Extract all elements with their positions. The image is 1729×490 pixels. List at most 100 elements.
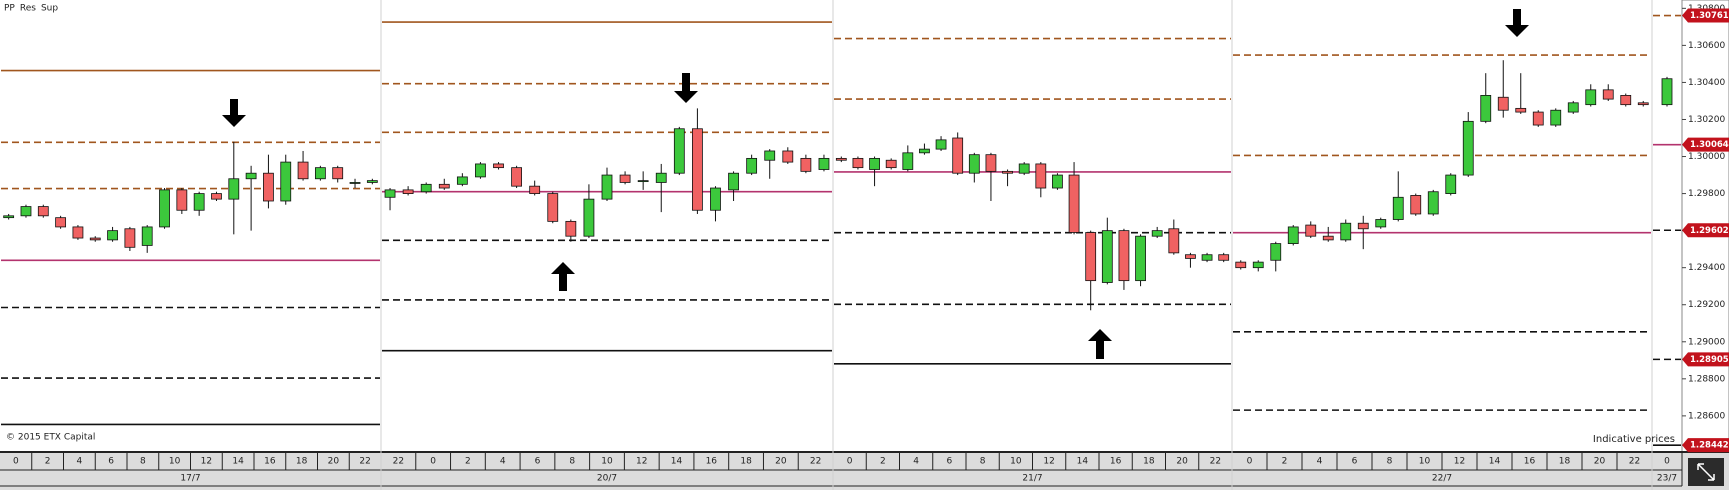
candle-body xyxy=(1497,96,1509,111)
price-badge-label: 1.29602 xyxy=(1690,226,1729,236)
hour-label: 2 xyxy=(45,457,51,467)
candle-body xyxy=(1052,174,1063,189)
hour-label: 6 xyxy=(535,457,541,467)
candle-body xyxy=(456,176,468,185)
hour-label: 14 xyxy=(232,457,244,467)
candle-body xyxy=(655,172,667,183)
candle-body xyxy=(107,230,118,241)
hour-label: 12 xyxy=(1454,457,1465,467)
date-label: 20/7 xyxy=(597,474,617,484)
hour-label: 6 xyxy=(1352,457,1358,467)
candle-body xyxy=(1550,109,1562,126)
hour-label: 8 xyxy=(980,457,986,467)
hour-label: 2 xyxy=(465,457,471,467)
candle-body xyxy=(728,172,739,191)
candle-body xyxy=(402,189,414,194)
up-arrow xyxy=(1088,329,1112,359)
hour-label: 6 xyxy=(108,457,114,467)
candle-body xyxy=(37,206,49,217)
candle-body xyxy=(869,157,880,170)
hour-label: 22 xyxy=(810,457,821,467)
hour-label: 22 xyxy=(393,457,404,467)
expand-icon[interactable] xyxy=(1688,458,1724,486)
candle-body xyxy=(1270,243,1282,261)
candle-body xyxy=(20,206,32,217)
candle-body xyxy=(1101,230,1113,283)
plot-area xyxy=(0,0,1682,452)
y-tick-label: 1.29000 xyxy=(1688,337,1725,347)
candle-body xyxy=(384,189,396,198)
y-tick-label: 1.30200 xyxy=(1688,115,1725,125)
legend-entry: Res xyxy=(20,4,36,14)
candle-body xyxy=(852,157,864,169)
hour-label: 20 xyxy=(328,457,340,467)
y-tick-label: 1.28600 xyxy=(1688,411,1725,421)
hour-label: 2 xyxy=(1282,457,1288,467)
hour-label: 22 xyxy=(1629,457,1640,467)
hour-label: 12 xyxy=(201,457,212,467)
candle-body xyxy=(1427,191,1439,215)
hour-label: 18 xyxy=(296,457,308,467)
down-arrow xyxy=(674,73,698,103)
candle-body xyxy=(583,198,595,237)
copyright: © 2015 ETX Capital xyxy=(6,433,95,443)
up-arrow xyxy=(551,262,575,291)
y-tick-label: 1.28800 xyxy=(1688,374,1725,384)
candle-body xyxy=(1445,174,1457,194)
candle-body xyxy=(438,183,450,189)
price-badge xyxy=(1682,438,1729,453)
hour-label: 10 xyxy=(1010,457,1022,467)
hour-label: 16 xyxy=(706,457,718,467)
hour-label: 8 xyxy=(1387,457,1393,467)
candle-body xyxy=(885,159,897,169)
candle-body xyxy=(968,154,980,174)
candle-body xyxy=(3,215,15,219)
price-badge-label: 1.28442 xyxy=(1690,441,1729,451)
candle-body xyxy=(1322,235,1334,241)
hour-label: 4 xyxy=(77,457,83,467)
candle-body xyxy=(1135,235,1146,282)
candle-body xyxy=(211,193,222,200)
candle-body xyxy=(1287,226,1299,244)
candle-body xyxy=(511,167,523,187)
candle-body xyxy=(493,163,504,169)
hour-label: 0 xyxy=(430,457,436,467)
candle-body xyxy=(263,172,274,202)
candle-body xyxy=(55,217,67,228)
legend-entry: PP xyxy=(4,4,15,14)
candle-body xyxy=(1085,232,1097,282)
candle-body xyxy=(1252,261,1264,269)
candle-body xyxy=(1602,89,1614,100)
hour-label: 22 xyxy=(1210,457,1221,467)
candle-body xyxy=(637,180,649,183)
candle-body xyxy=(280,161,292,202)
candle-body xyxy=(1532,111,1544,126)
candle-body xyxy=(1392,196,1404,220)
hour-label: 6 xyxy=(947,457,953,467)
candle-body xyxy=(349,182,361,184)
hour-label: 20 xyxy=(1176,457,1188,467)
candle-body xyxy=(1410,195,1422,215)
price-badge xyxy=(1682,352,1729,367)
candle-body xyxy=(835,157,847,161)
candle-body xyxy=(1018,163,1030,174)
hour-label: 20 xyxy=(1594,457,1606,467)
hour-label: 16 xyxy=(1524,457,1536,467)
hour-label: 4 xyxy=(913,457,919,467)
price-badge xyxy=(1682,8,1729,23)
candle-body xyxy=(89,237,101,241)
candle-body xyxy=(1218,254,1230,261)
y-tick-label: 1.29800 xyxy=(1688,189,1725,199)
candle-body xyxy=(1480,95,1492,122)
candle-body xyxy=(366,180,378,183)
candle-body xyxy=(1620,95,1632,106)
candle-body xyxy=(1068,174,1080,233)
candle-body xyxy=(1567,102,1579,113)
candle-body xyxy=(1035,163,1047,189)
candle-body xyxy=(1585,89,1597,106)
candle-body xyxy=(1235,261,1247,269)
candle-body xyxy=(818,157,830,170)
candle-body xyxy=(72,226,84,239)
candle-body xyxy=(332,167,344,180)
